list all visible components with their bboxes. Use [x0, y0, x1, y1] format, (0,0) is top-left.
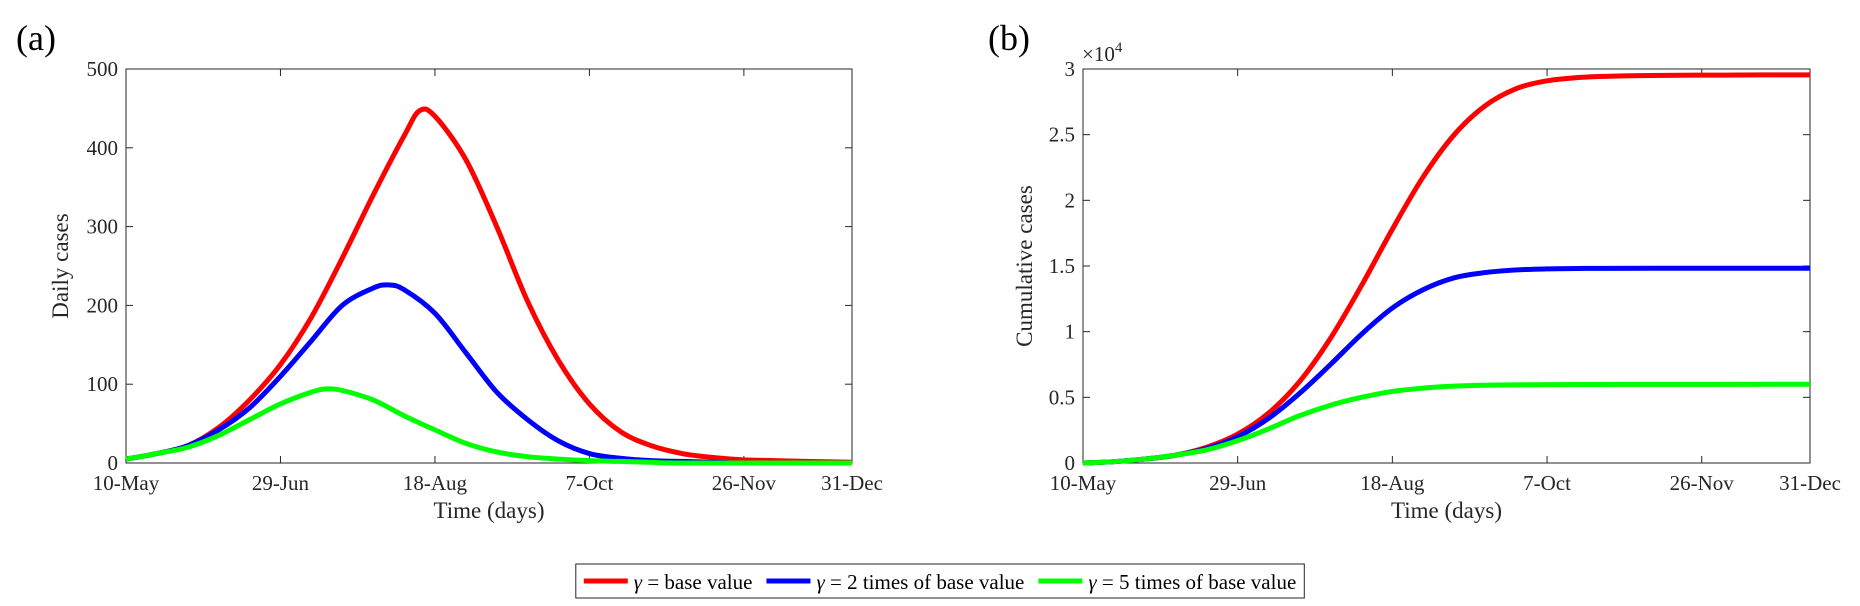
y-tick-label: 1.5 [1049, 254, 1075, 278]
y-tick-label: 2 [1065, 188, 1076, 212]
x-tick-label: 26-Nov [712, 471, 777, 495]
panel-label-a: (a) [16, 18, 56, 58]
x-tick-label: 18-Aug [403, 471, 468, 495]
legend-entry-1: γ = 2 times of base value [816, 570, 1024, 594]
y-axis-label: Cumulative cases [1012, 185, 1037, 347]
y-tick-label: 0.5 [1049, 385, 1075, 409]
x-tick-label: 7-Oct [1523, 471, 1571, 495]
y-tick-label: 500 [87, 57, 119, 81]
y-tick-label: 0 [108, 451, 119, 475]
x-axis-label: Time (days) [434, 498, 545, 523]
x-tick-label: 31-Dec [1779, 471, 1841, 495]
series-line-2 [125, 386, 853, 466]
legend: γ = base value γ = 2 times of base value γ… [575, 563, 1305, 599]
legend-entry-2: γ = 5 times of base value [1088, 570, 1296, 594]
y-tick-label: 0 [1065, 451, 1076, 475]
plot-frame [125, 68, 853, 464]
chart-daily-cases: 10-May 29-Jun 18-Aug 7-Oct 26-Nov 31-Dec 0 100 2… [48, 57, 883, 523]
y-tick-label: 1 [1065, 320, 1076, 344]
x-tick-label: 7-Oct [565, 471, 613, 495]
x-tick-label: 10-May [93, 471, 160, 495]
y-tick-label: 3 [1065, 57, 1076, 81]
y-tick-label: 100 [87, 372, 119, 396]
legend-entry-0: γ = base value [634, 570, 753, 594]
legend-box [575, 563, 1305, 599]
chart-cumulative-cases: 10-May 29-Jun 18-Aug 7-Oct 26-Nov 31-Dec 0 0.5 1… [1012, 40, 1841, 523]
x-axis-label: Time (days) [1391, 498, 1502, 523]
y-tick-label: 200 [87, 293, 119, 317]
y-tick-label: 400 [87, 136, 119, 160]
y-axis-label: Daily cases [48, 213, 73, 318]
y-tick-label: 300 [87, 215, 119, 239]
panel-label-b: (b) [988, 18, 1030, 58]
x-tick-label: 29-Jun [252, 471, 310, 495]
y-scale-multiplier: ×104 [1082, 40, 1123, 66]
series-line-2 [1082, 381, 1811, 466]
series-line-0 [125, 106, 853, 465]
x-tick-label: 26-Nov [1670, 471, 1735, 495]
x-tick-label: 18-Aug [1360, 471, 1425, 495]
x-tick-label: 10-May [1050, 471, 1117, 495]
x-tick-label: 29-Jun [1209, 471, 1267, 495]
y-tick-label: 2.5 [1049, 123, 1075, 147]
x-tick-label: 31-Dec [821, 471, 883, 495]
